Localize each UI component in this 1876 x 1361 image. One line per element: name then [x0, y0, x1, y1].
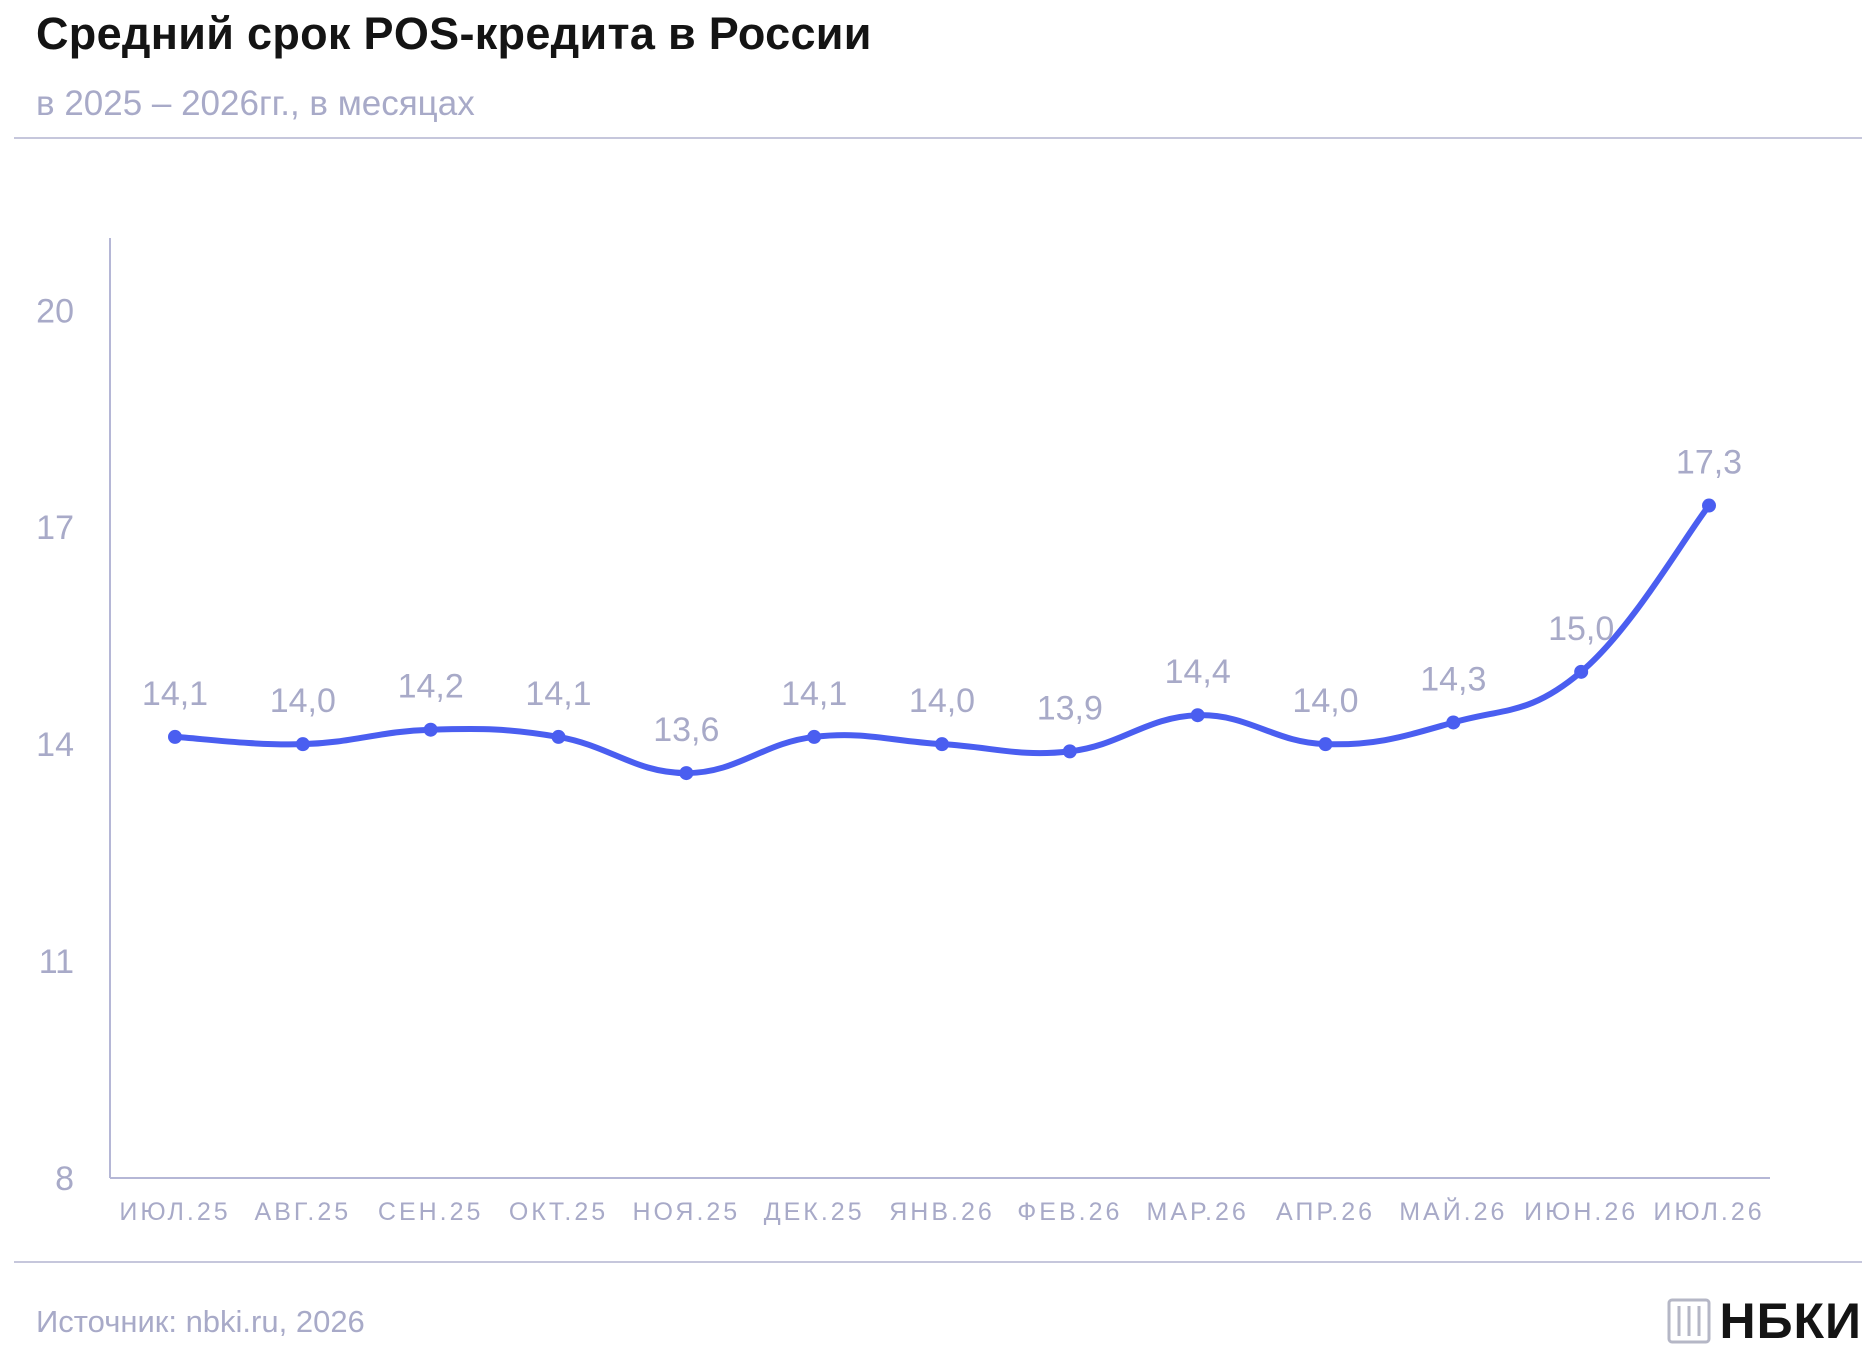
data-label: 14,4: [1165, 653, 1231, 691]
data-point: [551, 729, 566, 744]
nbki-logo: НБКИ: [1667, 1292, 1862, 1350]
data-point: [1574, 664, 1589, 679]
chart-axes: [109, 238, 1770, 1179]
logo-text: НБКИ: [1719, 1293, 1862, 1349]
y-axis-ticks: 8 11 14 17 20: [36, 292, 74, 1198]
x-tick-label: СЕН.25: [378, 1198, 484, 1226]
y-tick-label: 11: [39, 943, 74, 981]
chart-title: Средний срок POS-кредита в России: [36, 8, 872, 59]
data-point: [935, 737, 949, 752]
building-icon: [1667, 1298, 1711, 1344]
data-label: 14,3: [1420, 660, 1486, 698]
x-tick-label: ИЮЛ.26: [1653, 1198, 1764, 1226]
data-point: [679, 766, 694, 781]
source-note: Источник: nbki.ru, 2026: [36, 1304, 365, 1339]
x-tick-label: МАР.26: [1147, 1198, 1249, 1226]
x-tick-label: ДЕК.25: [764, 1198, 865, 1226]
data-label: 17,3: [1676, 444, 1742, 482]
data-label: 14,2: [398, 668, 464, 706]
series-line: [172, 502, 1712, 777]
y-tick-label: 14: [36, 726, 74, 764]
data-point: [423, 722, 438, 737]
data-labels: 14,1 14,0 14,2 14,1 13,6 14,1 14,0 13,9 14,4 14,0…: [142, 444, 1742, 750]
y-tick-label: 8: [55, 1160, 74, 1198]
chart-subtitle: в 2025 – 2026гг., в месяцах: [36, 84, 475, 123]
x-tick-label: ФЕВ.26: [1017, 1198, 1122, 1226]
data-point: [1702, 498, 1716, 513]
data-label: 13,9: [1037, 689, 1103, 727]
data-point: [1190, 708, 1205, 723]
y-tick-label: 17: [36, 509, 74, 547]
data-label: 14,0: [270, 682, 336, 720]
line-chart: 8 11 14 17 20 ИЮЛ.25 АВГ.25 СЕН.25 ОКТ.25 НОЯ.25…: [36, 238, 1770, 1226]
header-divider: [14, 137, 1862, 139]
data-label: 14,0: [1292, 682, 1358, 720]
x-tick-label: АПР.26: [1276, 1198, 1375, 1226]
y-tick-label: 20: [36, 292, 74, 330]
data-point: [1318, 737, 1333, 752]
data-label: 15,0: [1548, 610, 1614, 648]
footer-divider: [14, 1261, 1862, 1263]
data-point: [295, 737, 310, 752]
x-tick-label: НОЯ.25: [632, 1198, 740, 1226]
data-label: 13,6: [653, 711, 719, 749]
x-axis-categories: ИЮЛ.25 АВГ.25 СЕН.25 ОКТ.25 НОЯ.25 ДЕК.25 ЯНВ.…: [119, 1196, 1764, 1226]
x-tick-label: АВГ.25: [255, 1198, 352, 1226]
data-points: [168, 498, 1716, 781]
data-point: [1446, 715, 1461, 730]
data-point: [1062, 744, 1077, 759]
x-tick-label: ИЮН.26: [1524, 1198, 1638, 1226]
data-label: 14,0: [909, 682, 975, 720]
data-label: 14,1: [781, 675, 847, 713]
data-point: [807, 729, 822, 744]
x-tick-label: ИЮЛ.25: [119, 1198, 230, 1226]
data-label: 14,1: [525, 675, 591, 713]
data-point: [168, 729, 182, 744]
x-tick-label: МАЙ.26: [1399, 1196, 1507, 1226]
x-tick-label: ЯНВ.26: [889, 1198, 995, 1226]
data-label: 14,1: [142, 675, 208, 713]
x-tick-label: ОКТ.25: [509, 1198, 608, 1226]
